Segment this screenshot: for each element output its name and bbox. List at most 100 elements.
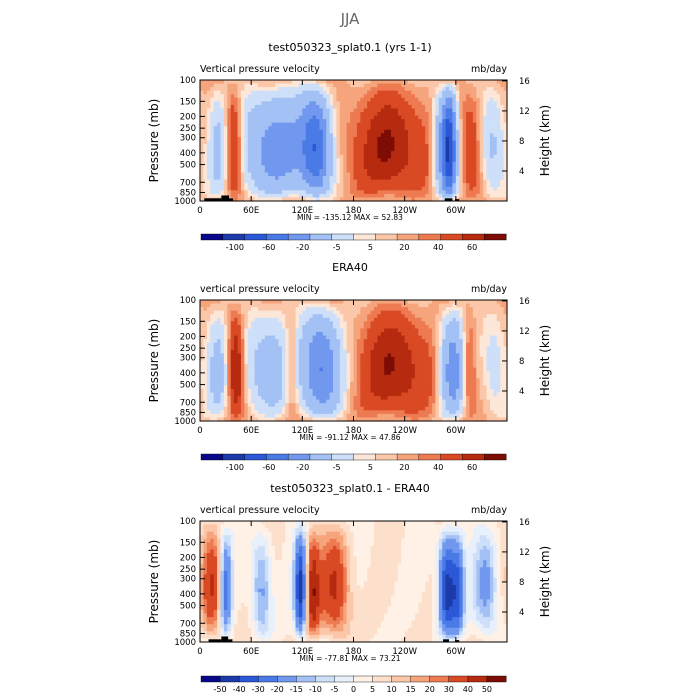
heatmap-cell <box>404 133 409 138</box>
heatmap-cell <box>442 104 447 110</box>
heatmap-cell <box>261 360 266 365</box>
heatmap-cell <box>285 133 290 138</box>
heatmap-cell <box>271 83 276 88</box>
heatmap-cell <box>428 154 433 159</box>
heatmap-cell <box>217 133 222 138</box>
heatmap-cell <box>425 94 430 99</box>
heatmap-cell <box>203 183 208 188</box>
heatmap-cell <box>203 147 208 152</box>
heatmap-cell <box>319 101 324 106</box>
heatmap-cell <box>203 367 208 372</box>
heatmap-cell <box>281 314 286 319</box>
heatmap-cell <box>264 321 269 326</box>
heatmap-cell <box>442 307 447 312</box>
heatmap-cell <box>428 332 433 337</box>
heatmap-cell <box>431 342 436 347</box>
heatmap-cell <box>449 94 454 99</box>
heatmap-cell <box>271 349 276 354</box>
heatmap-cell <box>404 101 409 106</box>
heatmap-cell <box>421 328 426 333</box>
heatmap-cell <box>319 83 324 88</box>
heatmap-cell <box>408 126 413 131</box>
heatmap-cell <box>281 353 286 358</box>
heatmap-cell <box>336 364 341 369</box>
heatmap-cell <box>203 161 208 167</box>
heatmap-cell <box>271 147 276 152</box>
heatmap-cell <box>483 104 488 110</box>
heatmap-cell <box>285 140 290 145</box>
heatmap-cell <box>206 140 211 145</box>
heatmap-cell <box>234 371 239 376</box>
heatmap-cell <box>350 112 355 117</box>
heatmap-cell <box>203 360 208 365</box>
heatmap-cell <box>363 349 368 354</box>
heatmap-cell <box>431 83 436 88</box>
heatmap-cell <box>483 193 488 199</box>
heatmap-cell <box>223 310 228 315</box>
heatmap-cell <box>329 83 334 88</box>
heatmap-cell <box>391 190 396 195</box>
heatmap-cell <box>298 97 303 102</box>
heatmap-cell <box>302 158 307 163</box>
heatmap-cell <box>288 193 293 199</box>
heatmap-cell <box>425 307 430 312</box>
heatmap-cell <box>373 129 378 134</box>
heatmap-cell <box>302 119 307 124</box>
heatmap-cell <box>244 87 249 92</box>
heatmap-cell <box>483 342 488 347</box>
heatmap-cell <box>404 317 409 322</box>
heatmap-cell <box>356 328 361 333</box>
heatmap-cell <box>257 353 262 358</box>
heatmap-cell <box>217 335 222 340</box>
heatmap-cell <box>380 190 385 195</box>
heatmap-cell <box>462 119 467 124</box>
heatmap-cell <box>435 349 440 354</box>
heatmap-cell <box>234 172 239 177</box>
heatmap-cell <box>353 161 358 167</box>
heatmap-cell <box>442 161 447 167</box>
heatmap-cell <box>305 310 310 315</box>
heatmap-cell <box>401 147 406 152</box>
heatmap-cell <box>247 356 252 362</box>
heatmap-cell <box>452 339 457 344</box>
heatmap-cell <box>309 324 314 330</box>
heatmap-cell <box>247 119 252 124</box>
heatmap-cell <box>353 104 358 110</box>
heatmap-cell <box>261 367 266 372</box>
heatmap-cell <box>336 183 341 188</box>
heatmap-cell <box>312 317 317 322</box>
heatmap-cell <box>414 335 419 340</box>
heatmap-cell <box>360 335 365 340</box>
heatmap-cell <box>264 94 269 99</box>
heatmap-cell <box>261 300 266 305</box>
heatmap-cell <box>408 314 413 319</box>
heatmap-cell <box>230 332 235 337</box>
heatmap-cell <box>380 332 385 337</box>
heatmap-cell <box>445 119 450 124</box>
heatmap-cell <box>489 87 494 92</box>
heatmap-cell <box>411 165 416 170</box>
heatmap-cell <box>496 310 501 315</box>
heatmap-cell <box>339 172 344 177</box>
heatmap-cell <box>380 176 385 181</box>
heatmap-cell <box>489 154 494 159</box>
heatmap-cell <box>210 349 215 354</box>
heatmap-cell <box>257 356 262 362</box>
heatmap-cell <box>223 90 228 95</box>
heatmap-cell <box>476 364 481 369</box>
heatmap-cell <box>408 161 413 167</box>
heatmap-cell <box>281 172 286 177</box>
heatmap-cell <box>394 122 399 127</box>
heatmap-cell <box>322 364 327 369</box>
heatmap-cell <box>397 367 402 372</box>
heatmap-cell <box>469 186 474 191</box>
heatmap-cell <box>315 364 320 369</box>
heatmap-cell <box>438 115 443 120</box>
heatmap-cell <box>459 115 464 120</box>
heatmap-cell <box>271 339 276 344</box>
heatmap-cell <box>339 300 344 305</box>
heatmap-cell <box>370 310 375 315</box>
heatmap-cell <box>217 122 222 127</box>
heatmap-cell <box>363 172 368 177</box>
heatmap-cell <box>438 339 443 344</box>
